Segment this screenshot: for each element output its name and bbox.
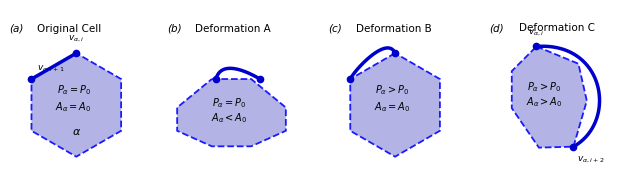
Text: $A_{\alpha} < A_0$: $A_{\alpha} < A_0$ [211,111,247,125]
Text: Deformation C: Deformation C [519,23,595,33]
Polygon shape [32,53,121,157]
Text: $\alpha$: $\alpha$ [71,127,81,137]
Text: (b): (b) [167,24,182,34]
Text: $A_{\alpha} = A_0$: $A_{\alpha} = A_0$ [374,101,411,114]
Text: (a): (a) [9,24,23,34]
Text: $A_{\alpha} = A_0$: $A_{\alpha} = A_0$ [55,101,92,114]
Polygon shape [512,47,587,148]
Text: $v_{\alpha,i}$: $v_{\alpha,i}$ [68,34,84,44]
Text: $v_{\alpha,i}$: $v_{\alpha,i}$ [528,28,545,38]
Text: $P_{\alpha} > P_0$: $P_{\alpha} > P_0$ [527,80,561,94]
Text: (d): (d) [489,23,504,33]
Text: $P_{\alpha} = P_0$: $P_{\alpha} = P_0$ [212,96,246,110]
Text: $v_{\alpha,i+2}$: $v_{\alpha,i+2}$ [578,155,605,165]
Text: $P_{\alpha} = P_0$: $P_{\alpha} = P_0$ [57,84,91,97]
Polygon shape [177,79,286,146]
Text: Original Cell: Original Cell [37,24,102,34]
Text: $P_{\alpha} > P_0$: $P_{\alpha} > P_0$ [375,84,410,97]
Text: Deformation A: Deformation A [195,24,271,34]
Text: Deformation B: Deformation B [356,24,432,34]
Text: $A_{\alpha} > A_0$: $A_{\alpha} > A_0$ [526,95,562,109]
Text: $v_{\alpha,i+1}$: $v_{\alpha,i+1}$ [37,64,64,74]
Polygon shape [350,53,440,157]
Text: (c): (c) [328,24,341,34]
